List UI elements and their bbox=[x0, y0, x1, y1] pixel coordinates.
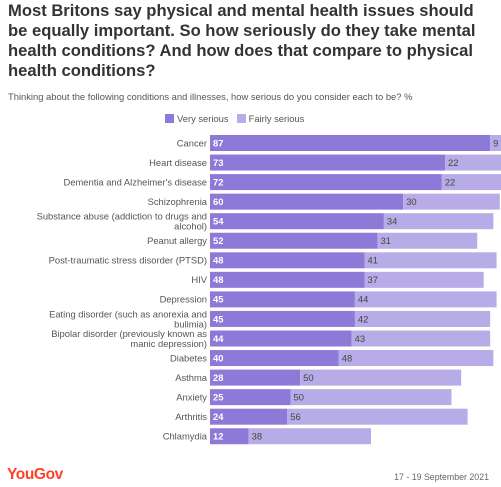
data-label-very-serious: 24 bbox=[213, 411, 224, 422]
bar-very-serious bbox=[210, 232, 378, 249]
bar-fairly-serious bbox=[377, 232, 478, 249]
bar-very-serious bbox=[210, 193, 404, 210]
data-label-very-serious: 52 bbox=[213, 235, 223, 246]
category-label: Eating disorder (such as anorexia and bul… bbox=[49, 308, 207, 329]
category-label: Schizophrenia bbox=[148, 196, 208, 207]
data-label-very-serious: 12 bbox=[213, 431, 223, 442]
data-label-fairly-serious: 42 bbox=[358, 313, 368, 324]
bar-very-serious bbox=[210, 154, 446, 171]
data-label-fairly-serious: 50 bbox=[303, 372, 313, 383]
data-label-fairly-serious: 34 bbox=[387, 216, 397, 227]
bar-fairly-serious bbox=[445, 154, 501, 171]
bar-fairly-serious bbox=[383, 213, 494, 230]
category-label: Anxiety bbox=[176, 391, 207, 402]
bar-very-serious bbox=[210, 213, 384, 230]
category-label: HIV bbox=[191, 274, 207, 285]
bar-fairly-serious bbox=[364, 252, 497, 269]
bar-very-serious bbox=[210, 428, 249, 445]
data-label-very-serious: 60 bbox=[213, 196, 223, 207]
category-label: Depression bbox=[160, 294, 207, 305]
stacked-bar-chart: Cancer 87 9 Heart disease 73 22 Dementia and A… bbox=[37, 135, 501, 445]
legend-item-very-serious: Very serious bbox=[165, 113, 229, 124]
bar-fairly-serious bbox=[354, 291, 497, 308]
survey-date: 17 - 19 September 2021 bbox=[394, 472, 489, 482]
bar-fairly-serious bbox=[490, 135, 501, 151]
bar-fairly-serious bbox=[287, 408, 468, 425]
chart-subtitle: Thinking about the following conditions … bbox=[8, 91, 413, 102]
bar-very-serious bbox=[210, 310, 355, 327]
data-label-very-serious: 25 bbox=[213, 391, 223, 402]
category-label: Dementia and Alzheimer's disease bbox=[63, 176, 207, 187]
data-label-very-serious: 44 bbox=[213, 333, 224, 344]
category-label: Bipolar disorder (previously known as man… bbox=[51, 328, 207, 349]
category-label: Cancer bbox=[177, 137, 207, 148]
data-label-very-serious: 28 bbox=[213, 372, 223, 383]
legend-swatch-fairly-serious bbox=[236, 114, 246, 123]
bar-fairly-serious bbox=[441, 174, 501, 191]
bar-very-serious bbox=[210, 408, 288, 425]
bar-fairly-serious bbox=[364, 271, 484, 288]
bar-fairly-serious bbox=[300, 369, 462, 386]
bar-fairly-serious bbox=[354, 310, 491, 327]
data-label-fairly-serious: 56 bbox=[290, 411, 300, 422]
category-label: Substance abuse (addiction to drugs and a… bbox=[37, 211, 207, 232]
bar-very-serious bbox=[210, 271, 365, 288]
bar-very-serious bbox=[210, 174, 442, 191]
category-label: Diabetes bbox=[170, 352, 207, 363]
bar-very-serious bbox=[210, 350, 339, 367]
data-label-very-serious: 45 bbox=[213, 294, 223, 305]
data-label-fairly-serious: 38 bbox=[252, 431, 262, 442]
bar-very-serious bbox=[210, 369, 301, 386]
bar-fairly-serious bbox=[403, 193, 500, 210]
legend-item-fairly-serious: Fairly serious bbox=[236, 113, 305, 124]
bar-fairly-serious bbox=[351, 330, 491, 347]
data-label-fairly-serious: 48 bbox=[342, 352, 352, 363]
legend: Very serious Fairly serious bbox=[165, 113, 312, 124]
data-label-very-serious: 54 bbox=[213, 216, 224, 227]
bar-fairly-serious bbox=[338, 350, 494, 367]
category-label: Peanut allergy bbox=[147, 235, 207, 246]
data-label-fairly-serious: 22 bbox=[448, 157, 458, 168]
data-label-fairly-serious: 37 bbox=[368, 274, 378, 285]
data-label-fairly-serious: 9 bbox=[493, 137, 498, 148]
data-label-very-serious: 72 bbox=[213, 176, 223, 187]
data-label-very-serious: 48 bbox=[213, 255, 223, 266]
data-label-very-serious: 40 bbox=[213, 352, 223, 363]
data-label-fairly-serious: 31 bbox=[380, 235, 390, 246]
legend-swatch-very-serious bbox=[165, 114, 174, 123]
bar-very-serious bbox=[210, 291, 355, 308]
data-label-fairly-serious: 43 bbox=[355, 333, 365, 344]
data-label-very-serious: 48 bbox=[213, 274, 223, 285]
category-label: Post-traumatic stress disorder (PTSD) bbox=[49, 255, 207, 266]
bar-fairly-serious bbox=[248, 428, 371, 445]
category-label: Arthritis bbox=[175, 411, 207, 422]
data-label-very-serious: 73 bbox=[213, 157, 223, 168]
category-label: Chlamydia bbox=[163, 431, 208, 442]
bar-very-serious bbox=[210, 389, 291, 406]
category-label: Asthma bbox=[175, 372, 208, 383]
legend-label-fairly-serious: Fairly serious bbox=[248, 113, 305, 124]
data-label-very-serious: 45 bbox=[213, 313, 223, 324]
data-label-fairly-serious: 41 bbox=[368, 255, 378, 266]
data-label-very-serious: 87 bbox=[213, 137, 223, 148]
data-label-fairly-serious: 50 bbox=[294, 391, 304, 402]
data-label-fairly-serious: 30 bbox=[406, 196, 416, 207]
data-label-fairly-serious: 44 bbox=[358, 294, 368, 305]
data-label-fairly-serious: 22 bbox=[445, 176, 455, 187]
bar-very-serious bbox=[210, 330, 352, 347]
yougov-logo: YouGov bbox=[7, 466, 63, 483]
chart-title: Most Britons say physical and mental hea… bbox=[8, 1, 476, 80]
bar-very-serious bbox=[210, 135, 491, 151]
category-label: Heart disease bbox=[149, 157, 207, 168]
legend-label-very-serious: Very serious bbox=[177, 113, 229, 124]
bar-very-serious bbox=[210, 252, 365, 269]
bar-fairly-serious bbox=[290, 389, 452, 406]
